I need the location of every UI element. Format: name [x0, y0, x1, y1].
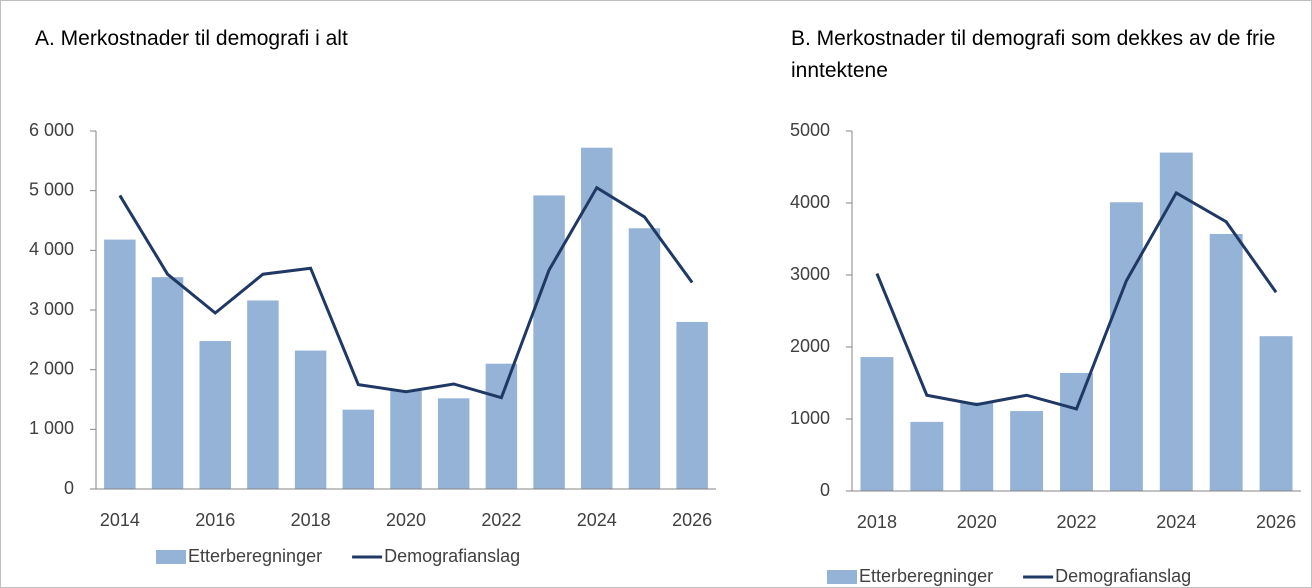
chart-title: B. Merkostnader til demografi som dekkes… [791, 27, 1276, 82]
legend-label: Etterberegninger [859, 566, 993, 586]
legend-label: Demografianslag [1055, 566, 1191, 586]
x-tick-label: 2024 [1156, 512, 1196, 532]
bar [390, 390, 422, 489]
y-tick-label: 5000 [790, 120, 830, 140]
bar [1060, 372, 1093, 491]
legend-label: Demografianslag [384, 546, 520, 566]
bar [1159, 152, 1193, 491]
y-tick-label: 0 [820, 480, 830, 500]
bar [581, 147, 613, 489]
bar [151, 277, 184, 489]
x-tick-label: 2016 [195, 510, 235, 530]
y-tick-label: 1 000 [29, 418, 74, 438]
x-tick-label: 2018 [291, 510, 331, 530]
y-tick-label: 2 000 [29, 358, 74, 378]
y-tick-label: 3 000 [29, 299, 74, 319]
bar [485, 363, 518, 489]
bar [104, 239, 136, 489]
x-tick-label: 2026 [672, 510, 712, 530]
x-tick-label: 2018 [857, 512, 897, 532]
bar [628, 228, 661, 490]
bar [960, 402, 994, 491]
x-tick-label: 2026 [1256, 512, 1296, 532]
bar [294, 350, 327, 489]
x-tick-label: 2022 [481, 510, 521, 530]
bar [1209, 233, 1243, 491]
bar [676, 321, 708, 489]
y-tick-label: 3000 [790, 264, 830, 284]
y-tick-label: 4 000 [29, 239, 74, 259]
y-tick-label: 5 000 [29, 179, 74, 199]
bar [1010, 411, 1044, 491]
x-tick-label: 2020 [386, 510, 426, 530]
chart-title: A. Merkostnader til demografi i alt [35, 27, 348, 50]
x-tick-label: 2014 [100, 510, 140, 530]
legend-label: Etterberegninger [188, 546, 322, 566]
bar [910, 421, 944, 491]
bar [199, 341, 231, 489]
line [875, 190, 1278, 411]
legend-swatch [156, 550, 186, 564]
x-tick-label: 2024 [577, 510, 617, 530]
legend-swatch [827, 570, 857, 584]
y-tick-label: 0 [64, 478, 74, 498]
x-tick-label: 2022 [1056, 512, 1096, 532]
y-tick-label: 1000 [790, 408, 830, 428]
y-tick-label: 2000 [790, 336, 830, 356]
bar [1259, 336, 1293, 491]
y-tick-label: 6 000 [29, 120, 74, 140]
bar [247, 300, 279, 489]
line [118, 185, 694, 400]
bar [437, 398, 470, 489]
bar [342, 409, 375, 489]
bar [1109, 202, 1143, 491]
x-tick-label: 2020 [957, 512, 997, 532]
y-tick-label: 4000 [790, 192, 830, 212]
bar [533, 195, 565, 489]
bar [860, 357, 894, 491]
